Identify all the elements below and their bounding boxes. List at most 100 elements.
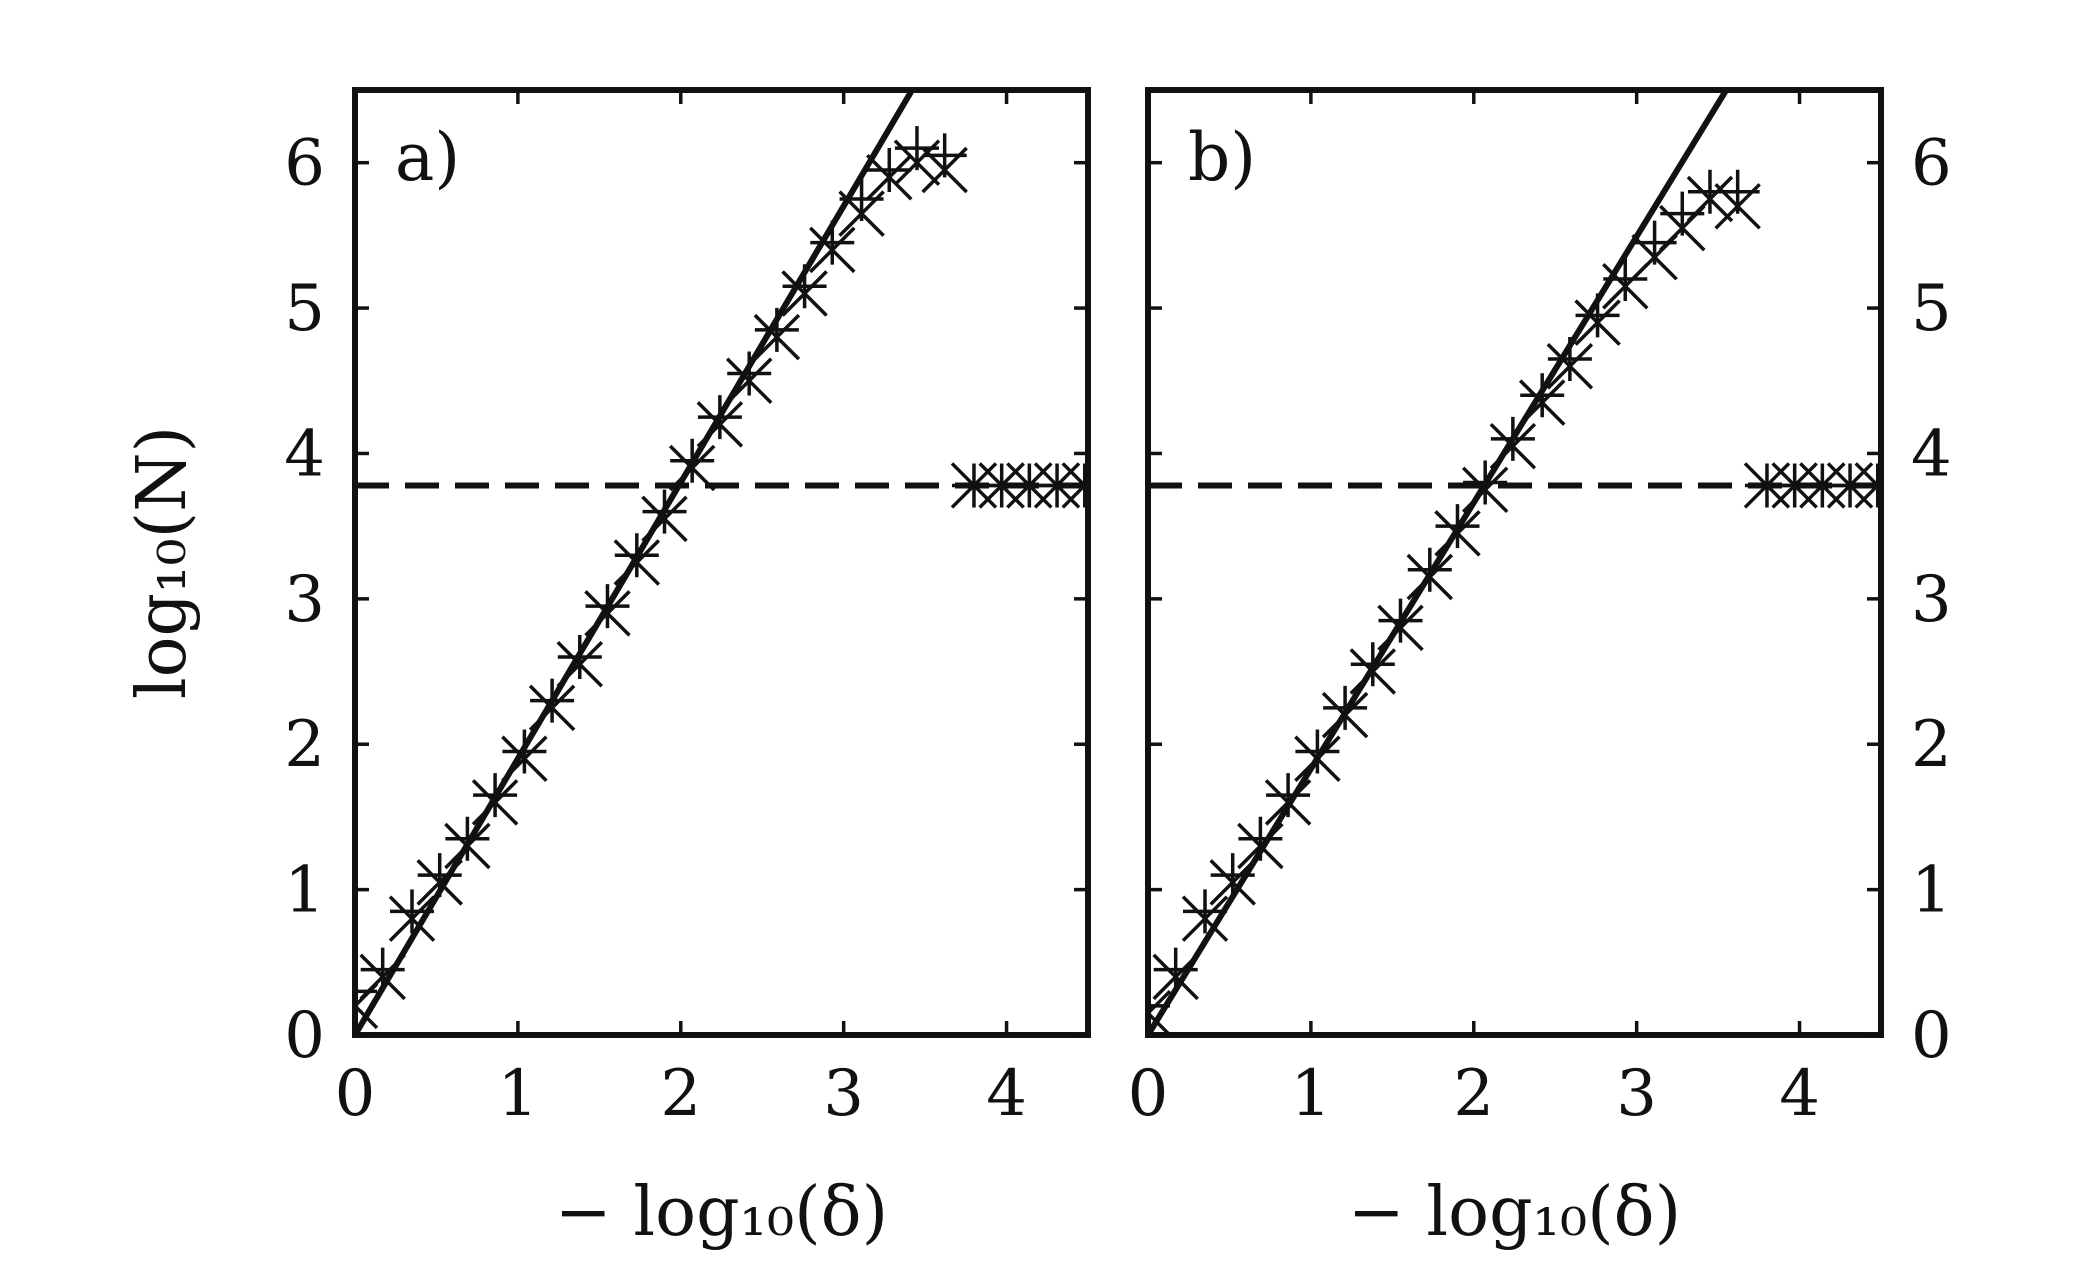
panel-a-x-point: [641, 495, 688, 543]
panel-b-x-point: [1574, 299, 1621, 346]
panel-a-plus-point: [642, 489, 687, 534]
panel-a-plus-point: [810, 220, 855, 265]
panel-b-x-point: [1152, 953, 1199, 1001]
panel-a-x-tick-label: 2: [660, 1057, 701, 1131]
panel-a-plus-point: [782, 264, 827, 309]
panel-b: 0 1 2 3 4 0 1 2 3 4 5 6 b) − log₁₀(δ): [1128, 87, 1952, 1252]
panel-a-x-axis-title: − log₁₀(δ): [555, 1173, 888, 1252]
panel-a-x-point: [556, 641, 604, 688]
panel-b-x-tick-label: 0: [1128, 1057, 1169, 1131]
panel-b-x-point: [1237, 822, 1284, 870]
panel-b-plus-point: [1323, 685, 1368, 730]
panel-a-plus-point: [417, 853, 462, 898]
panel-b-plus-point: [1183, 889, 1228, 934]
panel-a-x-tick-label: 1: [498, 1057, 539, 1131]
panel-a-x-point: [359, 953, 406, 1001]
panel-b-x-point: [1294, 735, 1341, 783]
panel-a-x-point: [668, 444, 716, 492]
panel-b-x-point: [1377, 604, 1424, 652]
panel-a-plus-point: [754, 307, 799, 352]
panel-a-y-tick-label: 6: [284, 127, 325, 201]
panel-a-plus-point: [473, 773, 518, 818]
panel-a-marks: [355, 90, 1088, 1035]
panel-b-x-point: [1321, 691, 1369, 739]
panel-a-x-point: [866, 153, 913, 201]
panel-a-y-tick-label: 4: [284, 417, 325, 491]
panel-a-x-point: [584, 590, 631, 637]
panel-b-plus-point: [1520, 373, 1565, 418]
panel-a-x-point: [893, 139, 941, 186]
panel-a-x-point: [921, 146, 968, 194]
panel-a-plus-point: [502, 729, 547, 774]
panel-a-label: a): [395, 119, 460, 196]
panel-a-fit-line: [355, 90, 915, 1035]
panel-a-y-tick-label: 0: [284, 999, 325, 1073]
panel-b-y-tick-label: 0: [1911, 999, 1952, 1073]
panel-b-x-point: [1264, 779, 1312, 826]
panel-a-plus-point: [360, 947, 405, 992]
panel-a-plus-point: [697, 395, 742, 440]
panel-b-frame: [1145, 87, 1884, 1038]
panel-a-plus-point: [727, 351, 772, 396]
panel-a-x-point: [388, 895, 436, 942]
panel-b-plus-point: [1378, 598, 1423, 643]
panel-b-x-point: [1518, 379, 1566, 426]
panel-b-y-tick-label: 6: [1911, 127, 1952, 201]
panel-b-y-tick-label: 3: [1911, 563, 1952, 637]
panel-a-x-tick-label: 3: [823, 1057, 864, 1131]
panel-b-plus-point: [1148, 983, 1170, 1028]
panel-b-plus-point: [1463, 460, 1508, 505]
panel-b-x-point: [1714, 183, 1761, 230]
panel-a-y-tick-label: 5: [284, 272, 325, 346]
panel-a-x-point: [781, 270, 828, 317]
panel-a-x-point: [838, 190, 885, 237]
panel-a-plus-point: [390, 889, 435, 934]
panel-b-x-point: [1489, 422, 1537, 470]
panel-a-x-point: [613, 539, 661, 586]
panel-a-plus-point: [445, 816, 490, 861]
panel-b-plus-point: [1350, 642, 1395, 687]
panel-a-plus-point: [557, 635, 602, 679]
panel-b-x-point: [1406, 553, 1454, 601]
panel-b-x-point: [1854, 462, 1881, 509]
panel-b-y-tick-label: 1: [1911, 854, 1952, 928]
panel-b-x-axis-title: − log₁₀(δ): [1348, 1173, 1681, 1252]
panel-b-x-point: [1349, 648, 1397, 695]
panel-b-y-tick-label: 2: [1911, 708, 1952, 782]
panel-b-x-tick-label: 4: [1779, 1057, 1820, 1131]
panel-a-y-tick-label: 1: [284, 854, 325, 928]
panel-a-plus-point: [670, 438, 715, 483]
panel-b-x-point: [1461, 466, 1509, 514]
panel-b-x-tick-label: 3: [1616, 1057, 1657, 1131]
panel-b-plus-point: [1575, 293, 1620, 338]
panel-b-x-point: [1546, 342, 1594, 390]
panel-b-plus-point: [1547, 336, 1592, 381]
panel-b-y-tick-label: 5: [1911, 272, 1952, 346]
panel-b-plus-point: [1407, 547, 1452, 592]
panel-a: 0 1 2 3 4 0 1 2 3 4 5 6 a) − log₁₀(δ) log₁₀(N): [123, 87, 1091, 1252]
panel-b-label: b): [1188, 119, 1256, 196]
panel-b-plus-point: [1603, 257, 1648, 301]
panel-b-x-point: [1181, 895, 1229, 942]
panel-b-x-tick-label: 1: [1291, 1057, 1332, 1131]
panel-a-plus-point: [585, 584, 630, 629]
panel-b-plus-point: [1210, 853, 1255, 898]
panel-b-ticks: 0 1 2 3 4 0 1 2 3 4 5 6: [1128, 90, 1952, 1131]
panel-a-y-axis-title: log₁₀(N): [123, 426, 202, 699]
panel-a-plus-point: [530, 678, 575, 723]
panel-a-x-point: [501, 735, 548, 783]
panel-b-x-point: [1434, 510, 1481, 557]
panel-a-x-point: [1061, 462, 1088, 509]
panel-b-plus-point: [1238, 816, 1283, 861]
panel-b-plus-point: [1295, 729, 1340, 774]
panel-a-x-tick-label: 0: [335, 1057, 376, 1131]
panel-b-x-tick-label: 2: [1453, 1057, 1494, 1131]
panel-b-y-tick-label: 4: [1911, 417, 1952, 491]
panel-b-marks: [1148, 90, 1881, 1035]
panel-a-x-point: [471, 779, 519, 826]
panel-a-frame: [352, 87, 1091, 1038]
panel-a-x-tick-label: 4: [986, 1057, 1027, 1131]
panel-a-x-point: [809, 226, 856, 274]
panel-a-plus-point: [867, 147, 912, 192]
